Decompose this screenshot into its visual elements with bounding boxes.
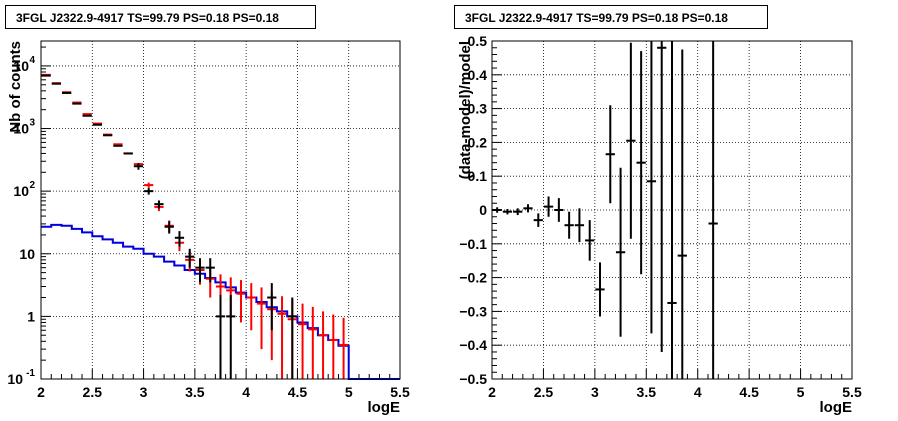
y-tick-label: 10 [13,58,29,74]
y-tick-label: 1 [27,308,35,324]
x-tick-label: 5 [797,384,805,400]
x-tick-label: 2 [37,384,45,400]
counts-title: 3FGL J2322.9-4917 TS=99.79 PS=0.18 PS=0.… [5,5,316,29]
x-tick-label: 2 [488,384,496,400]
x-tick-label: 4 [694,384,702,400]
x-tick-label: 4.5 [288,384,308,400]
y-tick-label: 0.1 [468,168,488,184]
x-tick-label: 3.5 [637,384,657,400]
y-tick-label: −0.3 [459,303,487,319]
x-tick-label: 5.5 [842,384,862,400]
x-tick-label: 3 [591,384,599,400]
x-tick-label: 2.5 [83,384,103,400]
y-tick-label: 0.5 [468,33,488,49]
y-axis-label: Nb of counts [7,41,24,133]
y-tick-exponent: 3 [29,118,35,129]
residuals-panel: 2 2.5 3 3.5 4 4.5 5 5.5 −0.5 −0.4 −0.3 −0.2 −0.1 0 0.1… [457,33,862,416]
x-tick-label: 3.5 [185,384,205,400]
x-axis-label: logE [368,399,401,416]
y-tick-label: 10 [7,371,23,387]
y-tick-exponent: -1 [26,368,35,379]
x-tick-label: 4 [242,384,250,400]
residuals-title: 3FGL J2322.9-4917 TS=99.79 PS=0.18 PS=0.… [454,5,768,29]
y-tick-exponent: 4 [29,55,35,66]
y-tick-exponent: 2 [29,180,35,191]
y-tick-label: −0.1 [459,236,487,252]
x-tick-label: 5 [345,384,353,400]
y-tick-label: −0.5 [459,371,487,387]
y-axis-label: (data-model)/model [457,41,474,179]
x-tick-label: 2.5 [534,384,554,400]
y-tick-label: 10 [13,183,29,199]
y-tick-label: 0.3 [468,101,488,117]
y-tick-label: 10 [19,246,35,262]
y-tick-label: 0.4 [468,67,488,83]
y-tick-label: 0 [479,202,487,218]
plot-frame [491,40,853,380]
y-tick-label: 10 [13,121,29,137]
x-tick-label: 5.5 [390,384,410,400]
y-tick-label: −0.4 [459,337,487,353]
plot-frame [40,40,401,380]
x-tick-label: 4.5 [739,384,759,400]
y-tick-label: 0.2 [468,134,488,150]
x-axis-label: logE [820,399,853,416]
y-tick-label: −0.2 [459,270,487,286]
x-tick-label: 3 [140,384,148,400]
